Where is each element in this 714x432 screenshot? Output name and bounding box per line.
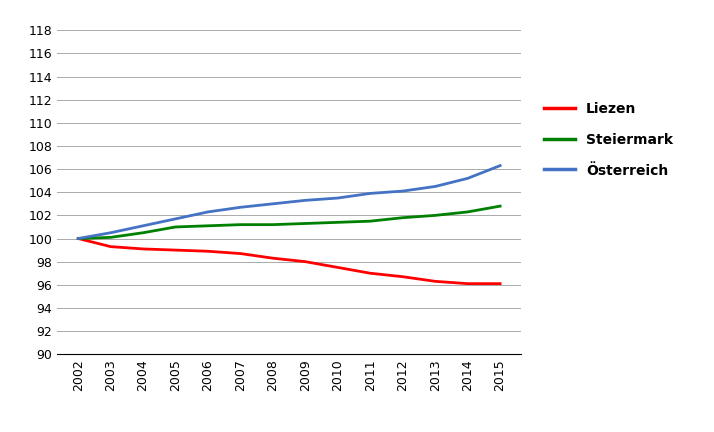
- Österreich: [106, 230, 115, 235]
- Liezen: [106, 244, 115, 249]
- Österreich: [496, 163, 504, 168]
- Steiermark: [236, 222, 245, 227]
- Österreich: [139, 223, 147, 229]
- Österreich: [333, 195, 342, 200]
- Steiermark: [431, 213, 440, 218]
- Steiermark: [203, 223, 212, 229]
- Liezen: [268, 256, 277, 261]
- Steiermark: [366, 219, 375, 224]
- Österreich: [366, 191, 375, 196]
- Steiermark: [171, 224, 180, 229]
- Steiermark: [139, 230, 147, 235]
- Liezen: [398, 274, 407, 280]
- Österreich: [398, 188, 407, 194]
- Liezen: [301, 259, 310, 264]
- Österreich: [431, 184, 440, 189]
- Österreich: [268, 201, 277, 206]
- Line: Steiermark: Steiermark: [79, 206, 500, 238]
- Liezen: [333, 265, 342, 270]
- Österreich: [301, 198, 310, 203]
- Steiermark: [106, 235, 115, 240]
- Legend: Liezen, Steiermark, Österreich: Liezen, Steiermark, Österreich: [538, 95, 680, 185]
- Österreich: [463, 176, 472, 181]
- Liezen: [496, 281, 504, 286]
- Steiermark: [74, 236, 83, 241]
- Steiermark: [463, 210, 472, 215]
- Steiermark: [333, 220, 342, 225]
- Österreich: [74, 236, 83, 241]
- Liezen: [366, 270, 375, 276]
- Liezen: [431, 279, 440, 284]
- Liezen: [203, 249, 212, 254]
- Liezen: [139, 246, 147, 251]
- Steiermark: [301, 221, 310, 226]
- Österreich: [236, 205, 245, 210]
- Österreich: [203, 210, 212, 215]
- Line: Österreich: Österreich: [79, 165, 500, 238]
- Liezen: [236, 251, 245, 256]
- Liezen: [171, 248, 180, 253]
- Steiermark: [268, 222, 277, 227]
- Liezen: [463, 281, 472, 286]
- Steiermark: [496, 203, 504, 209]
- Österreich: [171, 216, 180, 222]
- Liezen: [74, 236, 83, 241]
- Steiermark: [398, 215, 407, 220]
- Line: Liezen: Liezen: [79, 238, 500, 284]
